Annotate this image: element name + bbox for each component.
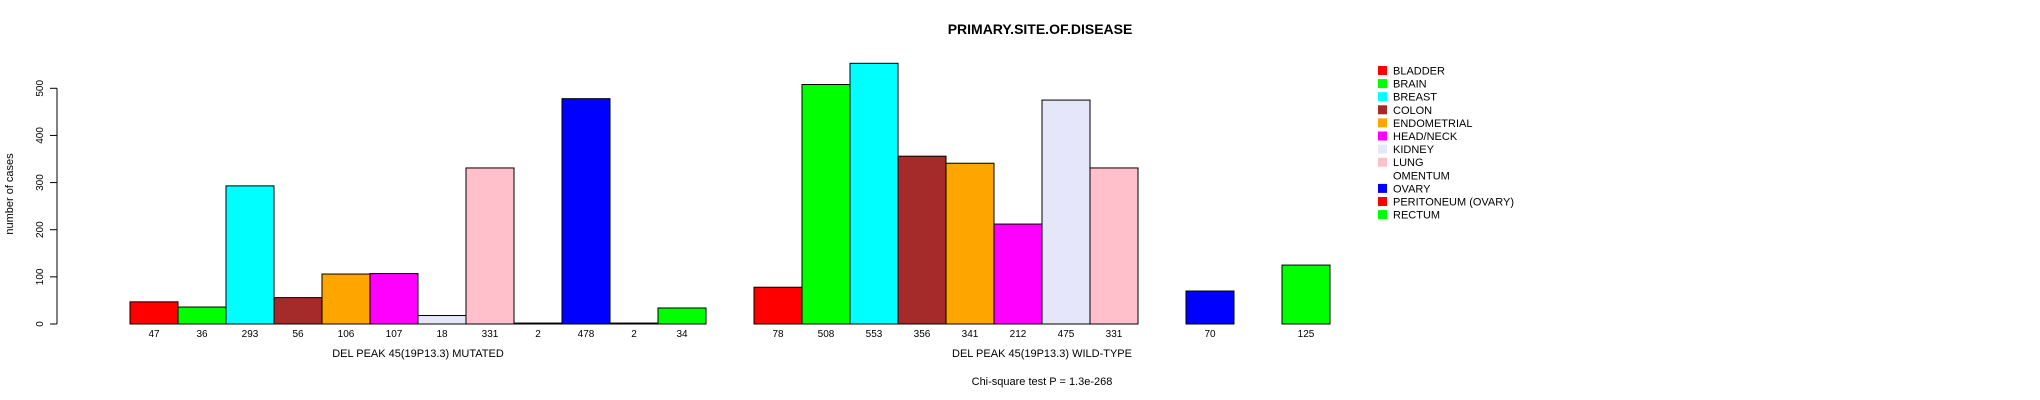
count-label-brain: 508 xyxy=(818,329,835,340)
y-tick-label: 300 xyxy=(35,174,46,191)
y-tick-label: 0 xyxy=(35,321,46,327)
count-label-peritoneum-ovary: 2 xyxy=(631,329,637,340)
bar-lung xyxy=(1089,167,1139,325)
count-label-lung: 331 xyxy=(482,329,499,340)
bar-bladder xyxy=(129,301,179,325)
legend-swatch-omentum xyxy=(1378,170,1387,180)
bar-colon xyxy=(273,297,323,325)
count-label-rectum: 125 xyxy=(1298,329,1315,340)
legend-swatch-kidney xyxy=(1378,144,1387,154)
bar-colon xyxy=(897,155,947,325)
bar-brain xyxy=(801,84,851,325)
bar-breast xyxy=(849,62,899,325)
count-label-rectum: 34 xyxy=(676,329,688,340)
bar-brain xyxy=(177,306,227,325)
panel-mutated: DEL PEAK 45(19P13.3) MUTATED 47 36 293 56 10… xyxy=(129,98,707,360)
legend-label-breast: BREAST xyxy=(1393,92,1437,104)
count-label-head-neck: 212 xyxy=(1010,329,1027,340)
bar-omentum xyxy=(513,322,563,325)
legend-swatch-rectum xyxy=(1378,210,1387,220)
legend-swatch-peritoneum-ovary xyxy=(1378,197,1387,206)
bar-bladder xyxy=(753,286,803,325)
y-axis-label: number of cases xyxy=(4,153,16,235)
legend-swatch-endometrial xyxy=(1378,118,1387,128)
chi-square-footnote: Chi-square test P = 1.3e-268 xyxy=(972,376,1113,388)
count-label-colon: 56 xyxy=(292,329,304,340)
bar-ovary xyxy=(1185,290,1235,325)
legend-swatch-lung xyxy=(1378,157,1387,167)
count-label-endometrial: 341 xyxy=(962,329,979,340)
legend-swatch-brain xyxy=(1378,79,1387,89)
count-label-brain: 36 xyxy=(196,329,208,340)
bar-head-neck xyxy=(369,273,419,325)
y-tick-label: 200 xyxy=(35,221,46,238)
legend-swatch-colon xyxy=(1378,105,1387,115)
legend-label-lung: LUNG xyxy=(1393,157,1424,169)
panel-wild-type: DEL PEAK 45(19P13.3) WILD-TYPE 78 508 553 3… xyxy=(753,62,1331,360)
bar-head-neck xyxy=(993,223,1043,325)
count-label-bladder: 78 xyxy=(772,329,784,340)
x-axis-label-mutated: DEL PEAK 45(19P13.3) MUTATED xyxy=(332,348,504,360)
count-label-kidney: 18 xyxy=(436,329,448,340)
bar-endometrial xyxy=(321,273,371,325)
count-label-ovary: 478 xyxy=(578,329,595,340)
bar-kidney xyxy=(1041,99,1091,325)
bar-breast xyxy=(225,185,275,325)
count-label-omentum: 2 xyxy=(535,329,541,340)
count-label-breast: 293 xyxy=(242,329,259,340)
count-label-kidney: 475 xyxy=(1058,329,1075,340)
legend-label-endometrial: ENDOMETRIAL xyxy=(1393,118,1472,130)
bar-peritoneum-ovary xyxy=(609,322,659,325)
count-label-colon: 356 xyxy=(914,329,931,340)
legend-label-omentum: OMENTUM xyxy=(1393,170,1450,182)
legend-label-brain: BRAIN xyxy=(1393,79,1427,91)
legend-label-head-neck: HEAD/NECK xyxy=(1393,131,1458,143)
legend-label-rectum: RECTUM xyxy=(1393,210,1440,222)
legend-swatch-breast xyxy=(1378,92,1387,102)
count-label-head-neck: 107 xyxy=(386,329,403,340)
chart-title: PRIMARY.SITE.OF.DISEASE xyxy=(948,21,1133,37)
y-tick-label: 100 xyxy=(35,268,46,285)
bar-lung xyxy=(465,167,515,325)
x-axis-label-wild-type: DEL PEAK 45(19P13.3) WILD-TYPE xyxy=(952,348,1132,360)
legend-label-peritoneum-ovary: PERITONEUM (OVARY) xyxy=(1393,197,1514,209)
bar-rectum xyxy=(1281,264,1331,325)
legend: BLADDERBRAINBREASTCOLONENDOMETRIALHEAD/N… xyxy=(1378,66,1514,222)
bar-endometrial xyxy=(945,162,995,325)
y-axis: number of cases 0 100 200 300 400 500 xyxy=(4,80,58,327)
legend-swatch-bladder xyxy=(1378,66,1387,75)
count-label-bladder: 47 xyxy=(148,329,160,340)
count-label-endometrial: 106 xyxy=(338,329,355,340)
bar-kidney xyxy=(417,315,467,325)
legend-label-kidney: KIDNEY xyxy=(1393,144,1435,156)
legend-label-ovary: OVARY xyxy=(1393,183,1431,195)
legend-swatch-head-neck xyxy=(1378,131,1387,141)
y-tick-label: 400 xyxy=(35,127,46,144)
legend-label-colon: COLON xyxy=(1393,105,1432,117)
count-label-breast: 553 xyxy=(866,329,883,340)
bar-ovary xyxy=(561,98,611,325)
count-label-lung: 331 xyxy=(1106,329,1123,340)
legend-label-bladder: BLADDER xyxy=(1393,66,1445,78)
count-label-ovary: 70 xyxy=(1204,329,1216,340)
bar-rectum xyxy=(657,307,707,325)
y-tick-label: 500 xyxy=(35,80,46,97)
legend-swatch-ovary xyxy=(1378,183,1387,193)
